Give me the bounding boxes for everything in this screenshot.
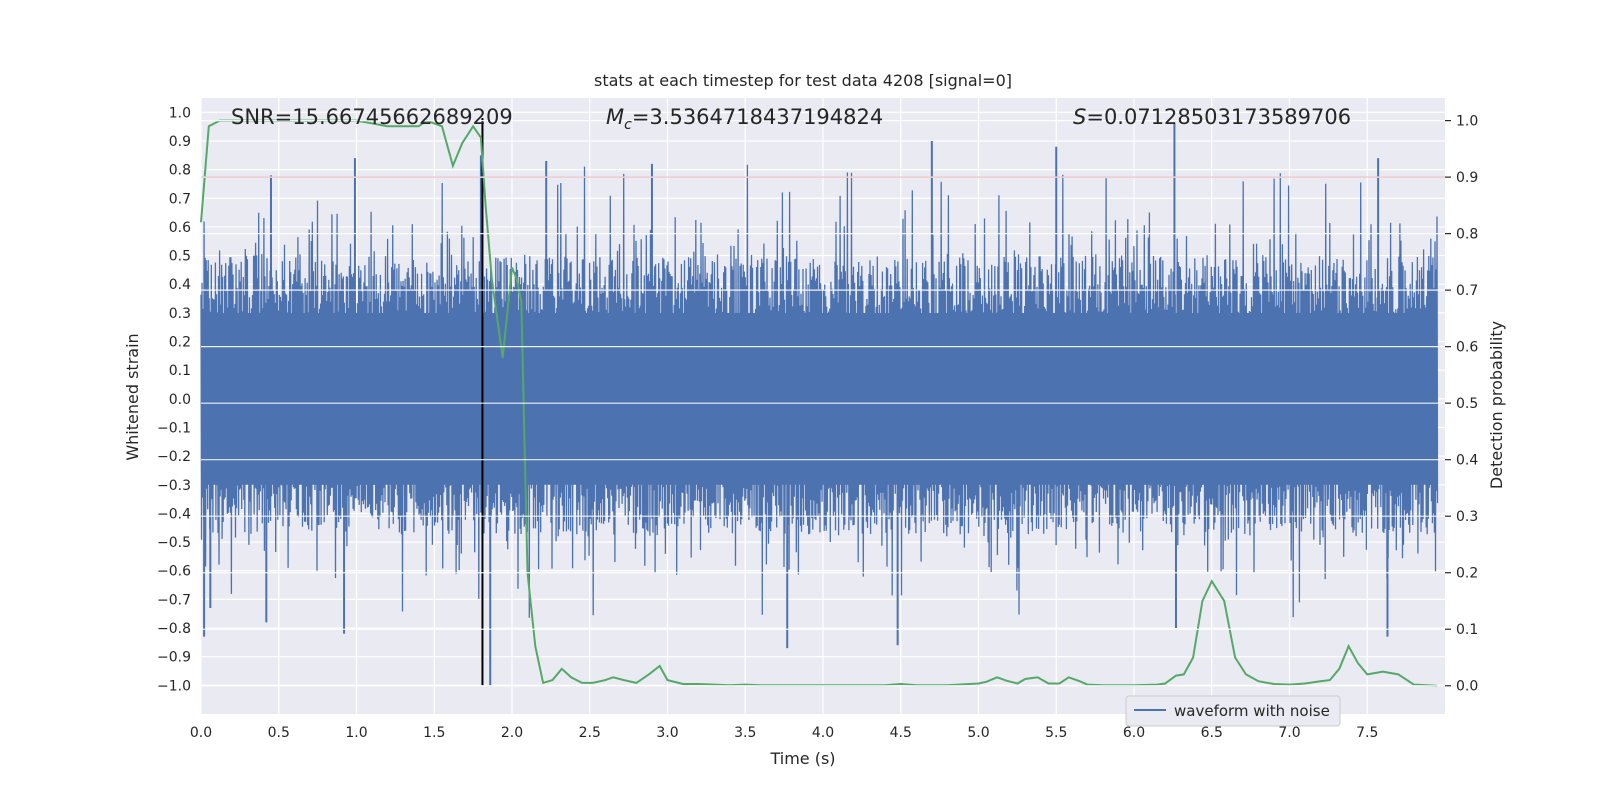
x-tick-label: 1.0 <box>345 725 367 741</box>
snr-annotation: SNR=15.66745662689209 <box>231 105 513 129</box>
y-left-tick-label: −0.5 <box>157 535 191 551</box>
x-tick-label: 3.0 <box>656 725 678 741</box>
x-tick-label: 5.5 <box>1045 725 1067 741</box>
x-tick-label: 3.5 <box>734 725 756 741</box>
y-right-tick-label: 0.9 <box>1456 170 1478 186</box>
y-left-tick-label: −0.1 <box>157 420 191 436</box>
x-tick-label: 7.0 <box>1278 725 1300 741</box>
y-left-tick-label: 0.3 <box>169 306 191 322</box>
y-right-tick-label: 0.8 <box>1456 227 1478 243</box>
x-tick-label: 1.5 <box>423 725 445 741</box>
y-right-tick-label: 0.3 <box>1456 509 1478 525</box>
y-left-axis-ticks: 1.0 0.9 0.8 0.7 0.6 0.5 0.4 0.3 0.2 0.1 0.0 −0.1 −0.… <box>157 105 191 694</box>
y-left-tick-label: 1.0 <box>169 105 191 121</box>
y-right-axis-ticks: 1.0 0.9 0.8 0.7 0.6 0.5 0.4 0.3 0.2 0.1 0.0 <box>1445 114 1478 695</box>
legend-label-waveform: waveform with noise <box>1174 702 1330 720</box>
y-left-tick-label: −0.3 <box>157 478 191 494</box>
y-right-tick-label: 0.7 <box>1456 283 1478 299</box>
y-left-tick-label: 0.2 <box>169 335 191 351</box>
y-left-tick-label: −1.0 <box>157 678 191 694</box>
y-left-tick-label: −0.9 <box>157 650 191 666</box>
x-tick-label: 6.0 <box>1123 725 1145 741</box>
x-tick-label: 4.0 <box>812 725 834 741</box>
chirp-mass-annotation: Mc=3.5364718437194824 <box>606 105 883 133</box>
chirp-mass-subscript: c <box>624 117 632 133</box>
y-right-tick-label: 0.0 <box>1456 679 1478 695</box>
y-right-tick-label: 0.2 <box>1456 566 1478 582</box>
y-left-tick-label: 0.0 <box>169 392 191 408</box>
x-tick-label: 2.5 <box>579 725 601 741</box>
waveform-series <box>200 123 1439 686</box>
s-symbol: S <box>1073 105 1086 129</box>
y-right-tick-label: 0.1 <box>1456 622 1478 638</box>
y-left-tick-label: 0.5 <box>169 249 191 265</box>
y-left-tick-label: 0.6 <box>169 220 191 236</box>
y-right-tick-label: 1.0 <box>1456 114 1478 130</box>
x-tick-label: 5.0 <box>967 725 989 741</box>
x-axis-ticks: 0.0 0.5 1.0 1.5 2.0 2.5 3.0 3.5 4.0 4.5 5.0 5.5 6.0 6… <box>190 725 1379 741</box>
y-right-tick-label: 0.6 <box>1456 340 1478 356</box>
y-left-tick-label: −0.2 <box>157 449 191 465</box>
waveform-core-band <box>201 312 1438 485</box>
chirp-mass-value: =3.5364718437194824 <box>632 105 883 129</box>
x-tick-label: 0.0 <box>190 725 212 741</box>
chart-title: stats at each timestep for test data 420… <box>594 71 1012 90</box>
x-tick-label: 4.5 <box>890 725 912 741</box>
y-left-tick-label: −0.6 <box>157 564 191 580</box>
chirp-mass-symbol: M <box>606 105 624 129</box>
y-left-tick-label: −0.4 <box>157 506 191 522</box>
y-left-tick-label: 0.4 <box>169 277 191 293</box>
y-left-tick-label: 0.9 <box>169 134 191 150</box>
s-annotation: S=0.07128503173589706 <box>1073 105 1351 129</box>
y-right-tick-label: 0.5 <box>1456 396 1478 412</box>
y-right-tick-label: 0.4 <box>1456 453 1478 469</box>
y-left-tick-label: −0.8 <box>157 621 191 637</box>
x-tick-label: 6.5 <box>1201 725 1223 741</box>
s-value: =0.07128503173589706 <box>1086 105 1351 129</box>
legend-box <box>1125 695 1341 727</box>
right-gridlines <box>201 120 1445 687</box>
y-left-tick-label: 0.8 <box>169 163 191 179</box>
y-left-axis-label: Whitened strain <box>123 333 142 460</box>
x-tick-label: 2.0 <box>501 725 523 741</box>
y-left-tick-label: −0.7 <box>157 592 191 608</box>
x-axis-label: Time (s) <box>769 749 835 768</box>
y-left-tick-label: 0.1 <box>169 363 191 379</box>
y-left-tick-label: 0.7 <box>169 191 191 207</box>
x-tick-label: 0.5 <box>268 725 290 741</box>
legend: waveform with noise <box>1125 695 1341 727</box>
x-tick-label: 7.5 <box>1356 725 1378 741</box>
y-right-axis-label: Detection probability <box>1487 321 1506 489</box>
